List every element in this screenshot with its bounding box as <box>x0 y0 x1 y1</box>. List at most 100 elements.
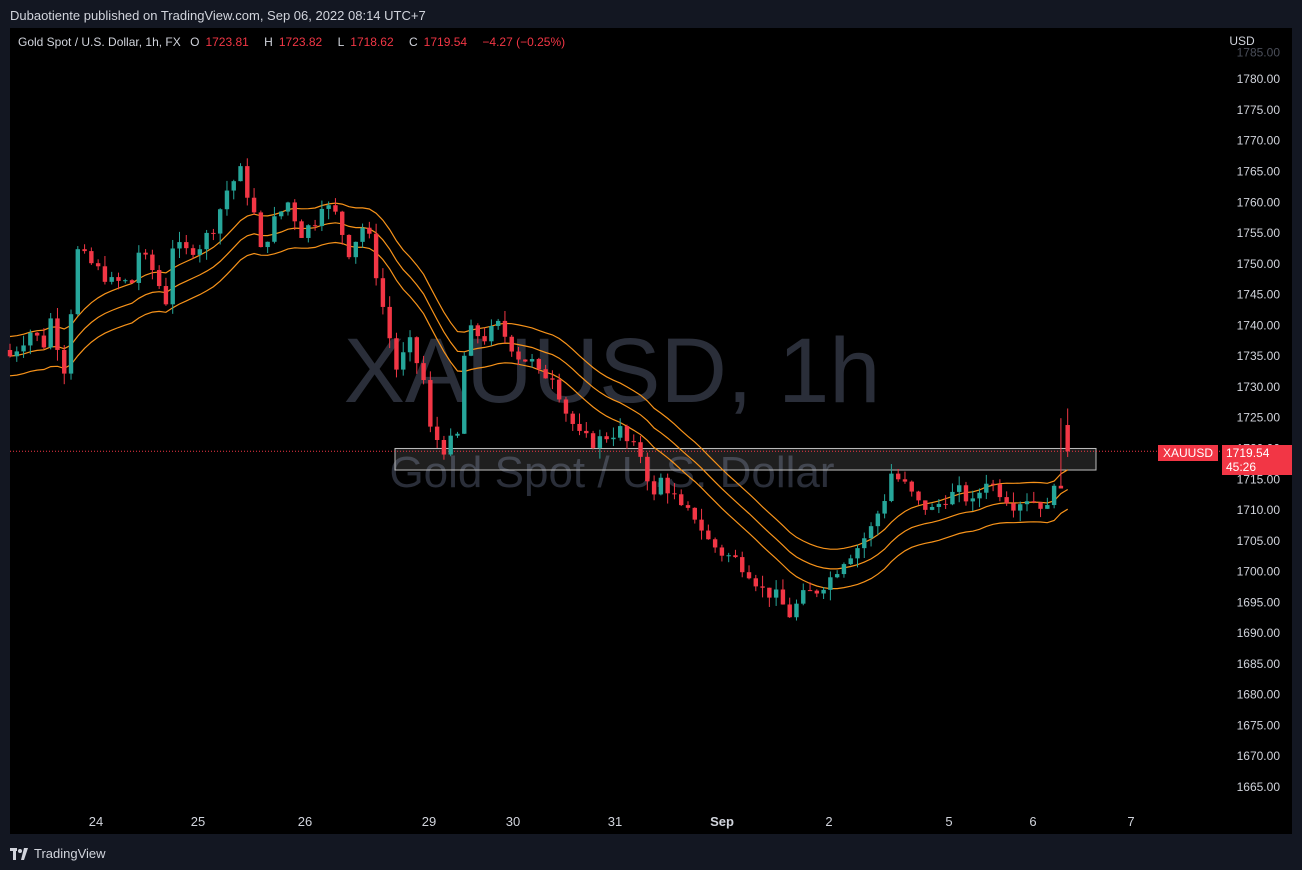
candle[interactable] <box>387 296 392 349</box>
candle[interactable] <box>570 411 575 431</box>
candle[interactable] <box>299 219 304 238</box>
candle[interactable] <box>868 522 874 547</box>
candle[interactable] <box>692 507 697 524</box>
candle[interactable] <box>7 343 13 358</box>
candle[interactable] <box>380 268 386 315</box>
candle[interactable] <box>719 544 725 562</box>
candle[interactable] <box>231 179 236 200</box>
candle[interactable] <box>407 330 413 362</box>
candle[interactable] <box>163 277 169 306</box>
candle[interactable] <box>279 211 284 220</box>
candle[interactable] <box>794 599 799 621</box>
candle[interactable] <box>767 587 772 607</box>
candle[interactable] <box>950 483 955 506</box>
candle[interactable] <box>726 552 731 563</box>
candle[interactable] <box>577 413 582 436</box>
candle[interactable] <box>482 327 487 345</box>
candle[interactable] <box>441 435 447 460</box>
candle[interactable] <box>882 494 887 519</box>
candle[interactable] <box>462 352 467 435</box>
candle[interactable] <box>1024 493 1030 512</box>
candle[interactable] <box>1011 492 1016 518</box>
candle[interactable] <box>421 355 426 385</box>
candle[interactable] <box>787 597 792 618</box>
candle[interactable] <box>509 334 514 357</box>
candle[interactable] <box>611 427 616 447</box>
candle[interactable] <box>48 313 53 350</box>
candle[interactable] <box>428 371 433 433</box>
support-resistance-zone[interactable] <box>394 447 1097 471</box>
candle[interactable] <box>251 188 257 215</box>
candle[interactable] <box>990 479 996 492</box>
candle[interactable] <box>658 473 664 496</box>
candle[interactable] <box>875 510 881 535</box>
candle[interactable] <box>136 245 142 291</box>
candle[interactable] <box>468 319 474 357</box>
candle[interactable] <box>889 464 894 503</box>
candle[interactable] <box>936 499 942 514</box>
candle[interactable] <box>434 416 440 448</box>
candle[interactable] <box>746 565 752 580</box>
candle[interactable] <box>265 241 270 253</box>
candle[interactable] <box>760 575 765 598</box>
candle[interactable] <box>346 234 352 260</box>
candle[interactable] <box>679 489 684 507</box>
candle[interactable] <box>536 357 542 374</box>
candle[interactable] <box>217 208 223 245</box>
candle[interactable] <box>597 429 603 459</box>
candle[interactable] <box>245 158 250 206</box>
candle[interactable] <box>773 580 779 606</box>
candle[interactable] <box>340 210 345 245</box>
candle[interactable] <box>672 483 677 500</box>
candle[interactable] <box>516 347 521 366</box>
candle[interactable] <box>34 331 40 342</box>
candle[interactable] <box>862 532 867 559</box>
candle[interactable] <box>258 210 264 248</box>
candle[interactable] <box>556 373 562 403</box>
candle[interactable] <box>604 432 609 443</box>
candle[interactable] <box>1058 418 1064 489</box>
candle[interactable] <box>590 430 596 450</box>
candle[interactable] <box>753 574 758 592</box>
candle[interactable] <box>21 335 26 358</box>
candle[interactable] <box>943 495 948 510</box>
candle[interactable] <box>841 562 847 578</box>
candle[interactable] <box>156 265 162 289</box>
candle[interactable] <box>204 229 209 260</box>
candle[interactable] <box>1031 491 1036 504</box>
candle[interactable] <box>977 488 982 508</box>
candle[interactable] <box>184 235 189 255</box>
candle[interactable] <box>916 490 921 505</box>
candle[interactable] <box>909 480 914 497</box>
candle[interactable] <box>123 278 128 284</box>
candle[interactable] <box>75 246 80 317</box>
candle[interactable] <box>1004 491 1009 506</box>
candle[interactable] <box>224 180 230 216</box>
candle[interactable] <box>529 353 535 368</box>
candle[interactable] <box>855 544 860 568</box>
candle[interactable] <box>624 424 630 450</box>
candle[interactable] <box>1018 501 1023 522</box>
candle[interactable] <box>319 200 325 232</box>
candle[interactable] <box>895 468 901 482</box>
candle[interactable] <box>733 549 738 559</box>
candle[interactable] <box>929 503 935 511</box>
candle[interactable] <box>712 537 718 553</box>
candle[interactable] <box>584 422 589 438</box>
candle[interactable] <box>814 589 820 598</box>
candle[interactable] <box>28 329 33 355</box>
candle[interactable] <box>211 228 216 241</box>
candle[interactable] <box>631 434 636 446</box>
candle[interactable] <box>821 587 826 599</box>
candle[interactable] <box>190 244 196 259</box>
candle[interactable] <box>957 476 962 503</box>
candle[interactable] <box>1045 497 1050 509</box>
candle[interactable] <box>1038 502 1043 518</box>
candle[interactable] <box>455 431 460 438</box>
candle[interactable] <box>563 396 569 422</box>
candle[interactable] <box>780 579 786 605</box>
candle[interactable] <box>129 279 135 284</box>
candle[interactable] <box>801 583 806 606</box>
candle[interactable] <box>306 224 311 243</box>
